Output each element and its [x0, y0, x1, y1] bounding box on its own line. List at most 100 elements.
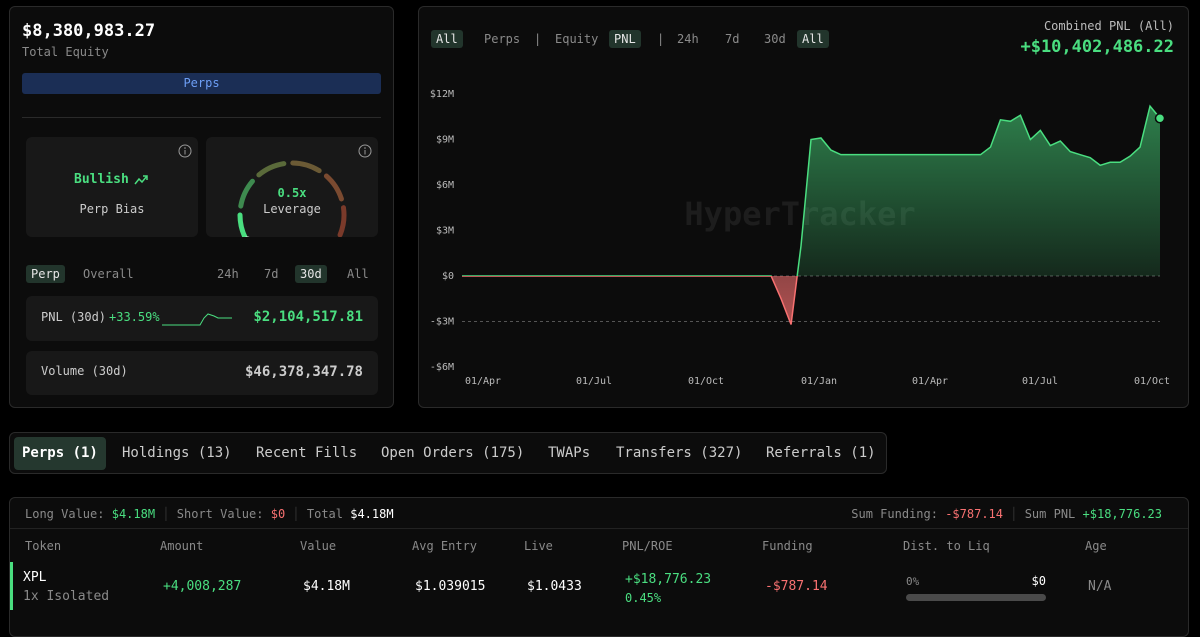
last-point [1154, 113, 1166, 124]
y-tick-label: $3M [436, 226, 454, 237]
funding: -$787.14 [765, 579, 828, 594]
pnl-sparkline [162, 313, 232, 326]
total-equity-label: Total Equity [22, 45, 109, 59]
y-tick-label: -$6M [430, 362, 454, 373]
x-tick-label: 01/Jul [1022, 376, 1058, 387]
tab[interactable]: Holdings (13) [122, 445, 232, 461]
total-equity: $8,380,983.27 [22, 21, 156, 41]
combined-pnl-label: Combined PNL (All) [1043, 19, 1174, 33]
tab[interactable]: Recent Fills [256, 445, 358, 461]
sum-pnl-value: +$18,776.23 [1082, 507, 1162, 521]
gauge-pointer [245, 236, 250, 237]
pnl-percent: +33.59% [109, 310, 160, 324]
perps-button[interactable]: Perps [22, 73, 381, 94]
combined-pnl-value: +$10,402,486.22 [1020, 37, 1174, 57]
token: XPL [23, 570, 47, 585]
live: $1.0433 [527, 579, 582, 594]
trend-icon [134, 175, 148, 185]
chart-toggle[interactable]: All [797, 30, 829, 48]
column-header: Live [524, 539, 553, 553]
summary: Long Value: $4.18M │ Short Value: $0 │ T… [25, 507, 394, 521]
period-tab[interactable]: 30d [295, 265, 327, 283]
scope-tab[interactable]: Perp [26, 265, 65, 283]
row-accent [10, 562, 13, 610]
chart-toggle[interactable]: 30d [764, 32, 786, 46]
bias-label: Perp Bias [79, 202, 145, 216]
tab[interactable]: Perps (1) [14, 437, 106, 470]
total-value: $4.18M [350, 507, 394, 521]
scope-tab[interactable]: Overall [83, 267, 134, 281]
x-tick-label: 01/Jan [801, 376, 837, 387]
account-panel: $8,380,983.27 Total Equity Perps Bullish… [9, 6, 394, 408]
funding-value: -$787.14 [945, 507, 1003, 521]
long-label: Long Value: [25, 507, 105, 521]
chart-toggle[interactable]: All [431, 30, 463, 48]
column-header: Dist. to Liq [903, 539, 990, 553]
margin: 1x Isolated [23, 589, 110, 604]
info-icon[interactable] [178, 144, 192, 158]
separator: | [534, 32, 542, 46]
separator: | [657, 32, 665, 46]
x-tick-label: 01/Apr [465, 376, 501, 387]
chart-toggle[interactable]: 24h [677, 32, 699, 46]
tab-bar: Perps (1) Holdings (13) Recent Fills Open O… [9, 432, 887, 474]
age: N/A [1088, 579, 1112, 594]
dist-bar [906, 594, 1046, 601]
column-header: Amount [160, 539, 204, 553]
long-value: $4.18M [111, 507, 156, 521]
gauge-segment [237, 212, 248, 237]
positions-panel: Long Value: $4.18M │ Short Value: $0 │ T… [9, 497, 1189, 637]
pnl-line-positive [462, 104, 1161, 276]
pnl-card: PNL (30d) +33.59% $2,104,517.81 [26, 296, 378, 341]
bias-card: Bullish Perp Bias [26, 137, 198, 237]
amount: +4,008,287 [163, 579, 242, 594]
roe: 0.45% [625, 591, 662, 605]
volume-card: Volume (30d) $46,378,347.78 [26, 351, 378, 395]
column-header: Avg Entry [412, 539, 478, 553]
total-label: Total [306, 507, 343, 521]
divider [22, 117, 381, 118]
x-tick-label: 01/Apr [912, 376, 948, 387]
x-tick-label: 01/Oct [1134, 376, 1170, 387]
dist-value: $0 [1031, 574, 1046, 588]
gauge-segment [290, 160, 322, 174]
y-tick-label: $6M [436, 180, 454, 191]
tab[interactable]: TWAPs [548, 445, 591, 461]
gauge-segment [323, 173, 344, 202]
volume-value: $46,378,347.78 [244, 364, 363, 380]
column-header: Value [300, 539, 337, 553]
gauge-segment [256, 161, 287, 178]
period-tab[interactable]: 24h [217, 267, 239, 281]
gauge-segment [238, 178, 255, 209]
tab[interactable]: Transfers (327) [616, 445, 743, 461]
value: $4.18M [303, 579, 350, 594]
chart-toggle[interactable]: 7d [725, 32, 740, 46]
column-header: Funding [762, 539, 813, 553]
tab[interactable]: Open Orders (175) [381, 445, 525, 461]
pnl-label: PNL (30d) [41, 310, 107, 324]
period-tab[interactable]: 7d [264, 267, 279, 281]
chart-toggle[interactable]: Equity [555, 32, 599, 46]
y-tick-label: -$3M [430, 317, 454, 328]
info-icon[interactable] [358, 144, 372, 158]
short-label: Short Value: [176, 507, 264, 521]
funding-label: Sum Funding: [851, 507, 938, 521]
summary-bar [10, 498, 1188, 529]
period-tab[interactable]: All [347, 267, 369, 281]
y-tick-label: $12M [430, 89, 454, 100]
x-tick-label: 01/Jul [576, 376, 612, 387]
x-tick-label: 01/Oct [688, 376, 724, 387]
chart-toggle[interactable]: PNL [609, 30, 641, 48]
y-tick-label: $9M [436, 135, 454, 146]
leverage-card: 0.5x Leverage [206, 137, 378, 237]
bias-value: Bullish [74, 172, 129, 187]
column-header: Age [1085, 539, 1107, 553]
y-tick-label: $0 [442, 271, 454, 282]
leverage-value: 0.5x [277, 186, 307, 200]
sum-pnl-label: Sum PNL [1024, 507, 1076, 521]
avg-entry: $1.039015 [415, 579, 486, 594]
leverage-gauge [237, 160, 347, 237]
chart-toggle[interactable]: Perps [484, 32, 521, 46]
tab[interactable]: Referrals (1) [766, 445, 876, 461]
